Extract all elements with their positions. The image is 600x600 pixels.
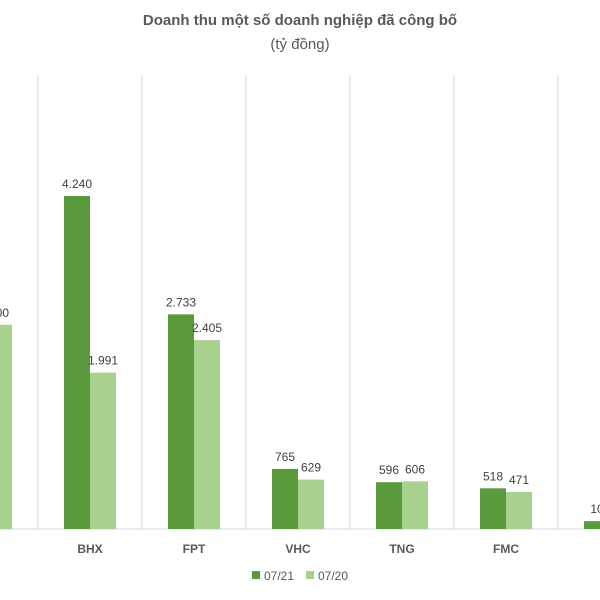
- data-label: 2.733: [166, 295, 196, 309]
- data-labels: 600 4.240 1.991 2.733 2.405 765 629 596 606 518 47…: [0, 177, 600, 516]
- legend-label-07-20: 07/20: [318, 569, 348, 583]
- tick-label-FMC: FMC: [493, 542, 519, 556]
- bar-07-20-FMC: [506, 492, 532, 529]
- bar-07-21-TNG: [376, 482, 402, 529]
- tick-label-BHX: BHX: [77, 542, 102, 556]
- bar-07-20-TNG: [402, 481, 428, 529]
- tick-label-FPT: FPT: [183, 542, 206, 556]
- chart-subtitle: (tỷ đồng): [270, 36, 330, 53]
- data-label: 1.991: [88, 354, 118, 368]
- data-label: 629: [301, 461, 321, 475]
- bars: [0, 196, 600, 529]
- bar-07-20-BHX: [90, 372, 116, 529]
- chart-title: Doanh thu một số doanh nghiệp đã công bố: [142, 12, 458, 29]
- bar-07-21-FPT: [168, 314, 194, 529]
- bar-07-20-cat0: [0, 324, 12, 529]
- data-label: 518: [483, 469, 503, 483]
- tick-label-VHC: VHC: [285, 542, 311, 556]
- legend: 07/21 07/20: [252, 569, 348, 583]
- legend-swatch-07-21: [252, 571, 260, 579]
- data-label: 10: [590, 502, 600, 516]
- bar-07-21-BHX: [64, 196, 90, 529]
- data-label: 471: [509, 473, 529, 487]
- category-axis: BHX FPT VHC TNG FMC: [77, 542, 519, 556]
- legend-swatch-07-20: [306, 571, 314, 579]
- bar-07-20-FPT: [194, 340, 220, 529]
- data-label: 606: [405, 462, 425, 476]
- bar-07-21-VHC: [272, 468, 298, 529]
- data-label: 596: [379, 463, 399, 477]
- bar-07-21-FMC: [480, 488, 506, 529]
- legend-label-07-21: 07/21: [264, 569, 294, 583]
- data-label: 600: [0, 306, 9, 320]
- bar-07-20-VHC: [298, 479, 324, 529]
- tick-label-TNG: TNG: [389, 542, 414, 556]
- data-label: 2.405: [192, 321, 222, 335]
- data-label: 765: [275, 450, 295, 464]
- bar-07-21-cat6: [584, 521, 600, 529]
- data-label: 4.240: [62, 177, 92, 191]
